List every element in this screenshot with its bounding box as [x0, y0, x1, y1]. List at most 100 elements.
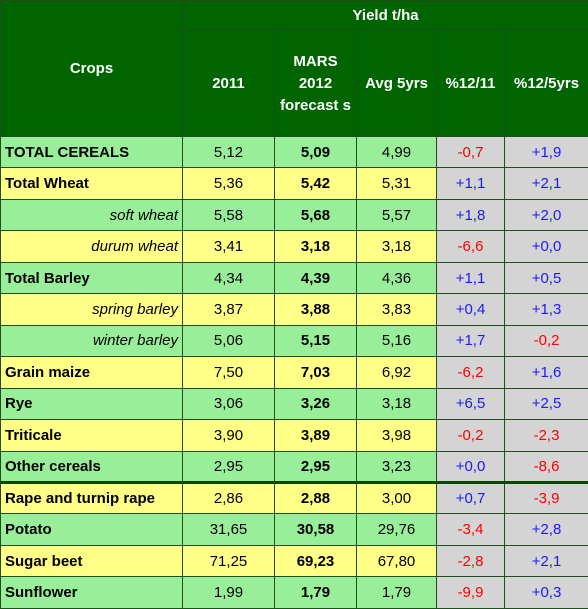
pct-12-11: +1,8 — [436, 198, 505, 232]
crop-name: Rape and turnip rape — [0, 480, 183, 515]
pct-12-5yrs: +2,0 — [503, 198, 588, 232]
avg-5yrs: 67,80 — [356, 544, 437, 578]
pct-12-11: +0,0 — [436, 450, 505, 483]
yield-2011: 31,65 — [182, 513, 275, 546]
pct-12-11: +0,4 — [436, 293, 505, 326]
col-header-forecast-label: MARS 2012 forecast s — [280, 52, 351, 114]
pct-12-5yrs: +2,1 — [503, 167, 588, 200]
yield-2011: 1,99 — [182, 576, 275, 609]
avg-5yrs: 3,83 — [356, 293, 437, 326]
forecast-2012: 1,79 — [274, 576, 357, 609]
yield-2011: 2,95 — [182, 450, 275, 483]
crop-name: Triticale — [0, 419, 183, 452]
crop-name: soft wheat — [0, 198, 183, 232]
table-row: soft wheat 5,58 5,68 5,57 +1,8 +2,0 — [0, 198, 588, 232]
yield-2011: 71,25 — [182, 544, 275, 578]
avg-5yrs: 3,18 — [356, 230, 437, 263]
avg-5yrs: 3,00 — [356, 480, 437, 515]
forecast-2012: 2,95 — [274, 450, 357, 483]
yield-2011: 5,36 — [182, 167, 275, 200]
avg-5yrs: 3,98 — [356, 419, 437, 452]
crop-name: Potato — [0, 513, 183, 546]
table-row: winter barley 5,06 5,15 5,16 +1,7 -0,2 — [0, 324, 588, 358]
forecast-2012: 5,09 — [274, 135, 357, 169]
forecast-2012: 69,23 — [274, 544, 357, 578]
pct-12-5yrs: +1,3 — [503, 293, 588, 326]
pct-12-5yrs: -8,6 — [503, 450, 588, 483]
avg-5yrs: 5,31 — [356, 167, 437, 200]
yield-2011: 5,12 — [182, 135, 275, 169]
pct-12-5yrs: +2,1 — [503, 544, 588, 578]
table-row: Triticale 3,90 3,89 3,98 -0,2 -2,3 — [0, 419, 588, 452]
yield-2011: 5,58 — [182, 198, 275, 232]
pct-12-11: +1,1 — [436, 261, 505, 295]
avg-5yrs: 4,36 — [356, 261, 437, 295]
avg-5yrs: 3,23 — [356, 450, 437, 483]
crop-name: Total Wheat — [0, 167, 183, 200]
avg-5yrs: 5,16 — [356, 324, 437, 358]
avg-5yrs: 29,76 — [356, 513, 437, 546]
yield-group-header: Yield t/ha — [181, 0, 588, 31]
forecast-2012: 5,68 — [274, 198, 357, 232]
forecast-2012: 3,88 — [274, 293, 357, 326]
crop-name: Total Barley — [0, 261, 183, 295]
yield-2011: 5,06 — [182, 324, 275, 358]
pct-12-11: -6,2 — [436, 356, 505, 389]
table-row: Rape and turnip rape 2,86 2,88 3,00 +0,7… — [0, 480, 588, 515]
table-row: Potato 31,65 30,58 29,76 -3,4 +2,8 — [0, 513, 588, 546]
table-row: Sugar beet 71,25 69,23 67,80 -2,8 +2,1 — [0, 544, 588, 578]
forecast-2012: 5,15 — [274, 324, 357, 358]
crop-name: Sunflower — [0, 576, 183, 609]
forecast-2012: 30,58 — [274, 513, 357, 546]
table-row: Other cereals 2,95 2,95 3,23 +0,0 -8,6 — [0, 450, 588, 483]
pct-12-11: -6,6 — [436, 230, 505, 263]
pct-12-11: +1,1 — [436, 167, 505, 200]
pct-12-5yrs: +2,5 — [503, 387, 588, 421]
forecast-2012: 3,89 — [274, 419, 357, 452]
forecast-2012: 7,03 — [274, 356, 357, 389]
pct-12-5yrs: -2,3 — [503, 419, 588, 452]
pct-12-5yrs: +1,6 — [503, 356, 588, 389]
col-header-pct1211: %12/11 — [436, 30, 505, 137]
pct-12-5yrs: +0,0 — [503, 230, 588, 263]
crop-name: spring barley — [0, 293, 183, 326]
crop-name: Grain maize — [0, 356, 183, 389]
pct-12-5yrs: +0,3 — [503, 576, 588, 609]
pct-12-5yrs: +1,9 — [503, 135, 588, 169]
forecast-2012: 2,88 — [274, 480, 357, 515]
pct-12-11: +0,7 — [436, 480, 505, 515]
crop-name: Rye — [0, 387, 183, 421]
col-header-2011: 2011 — [182, 30, 275, 137]
yield-2011: 3,87 — [182, 293, 275, 326]
avg-5yrs: 4,99 — [356, 135, 437, 169]
yield-2011: 4,34 — [182, 261, 275, 295]
pct-12-11: +1,7 — [436, 324, 505, 358]
table-row: Total Barley 4,34 4,39 4,36 +1,1 +0,5 — [0, 261, 588, 295]
crop-name: winter barley — [0, 324, 183, 358]
yield-2011: 3,90 — [182, 419, 275, 452]
table-row: Sunflower 1,99 1,79 1,79 -9,9 +0,3 — [0, 576, 588, 609]
forecast-2012: 3,18 — [274, 230, 357, 263]
pct-12-11: -9,9 — [436, 576, 505, 609]
yield-2011: 2,86 — [182, 480, 275, 515]
pct-12-5yrs: -3,9 — [503, 480, 588, 515]
table-row: Total Wheat 5,36 5,42 5,31 +1,1 +2,1 — [0, 167, 588, 200]
pct-12-5yrs: +2,8 — [503, 513, 588, 546]
pct-12-5yrs: -0,2 — [503, 324, 588, 358]
table-row: durum wheat 3,41 3,18 3,18 -6,6 +0,0 — [0, 230, 588, 263]
pct-12-11: -2,8 — [436, 544, 505, 578]
pct-12-11: -3,4 — [436, 513, 505, 546]
crop-name: Other cereals — [0, 450, 183, 483]
crops-header: Crops — [0, 0, 183, 137]
yield-2011: 7,50 — [182, 356, 275, 389]
col-header-pct125: %12/5yrs — [503, 30, 588, 137]
pct-12-11: -0,2 — [436, 419, 505, 452]
table-row: Grain maize 7,50 7,03 6,92 -6,2 +1,6 — [0, 356, 588, 389]
crop-name: durum wheat — [0, 230, 183, 263]
table-row: TOTAL CEREALS 5,12 5,09 4,99 -0,7 +1,9 — [0, 135, 588, 169]
crop-name: Sugar beet — [0, 544, 183, 578]
pct-12-5yrs: +0,5 — [503, 261, 588, 295]
forecast-2012: 4,39 — [274, 261, 357, 295]
crop-name: TOTAL CEREALS — [0, 135, 183, 169]
